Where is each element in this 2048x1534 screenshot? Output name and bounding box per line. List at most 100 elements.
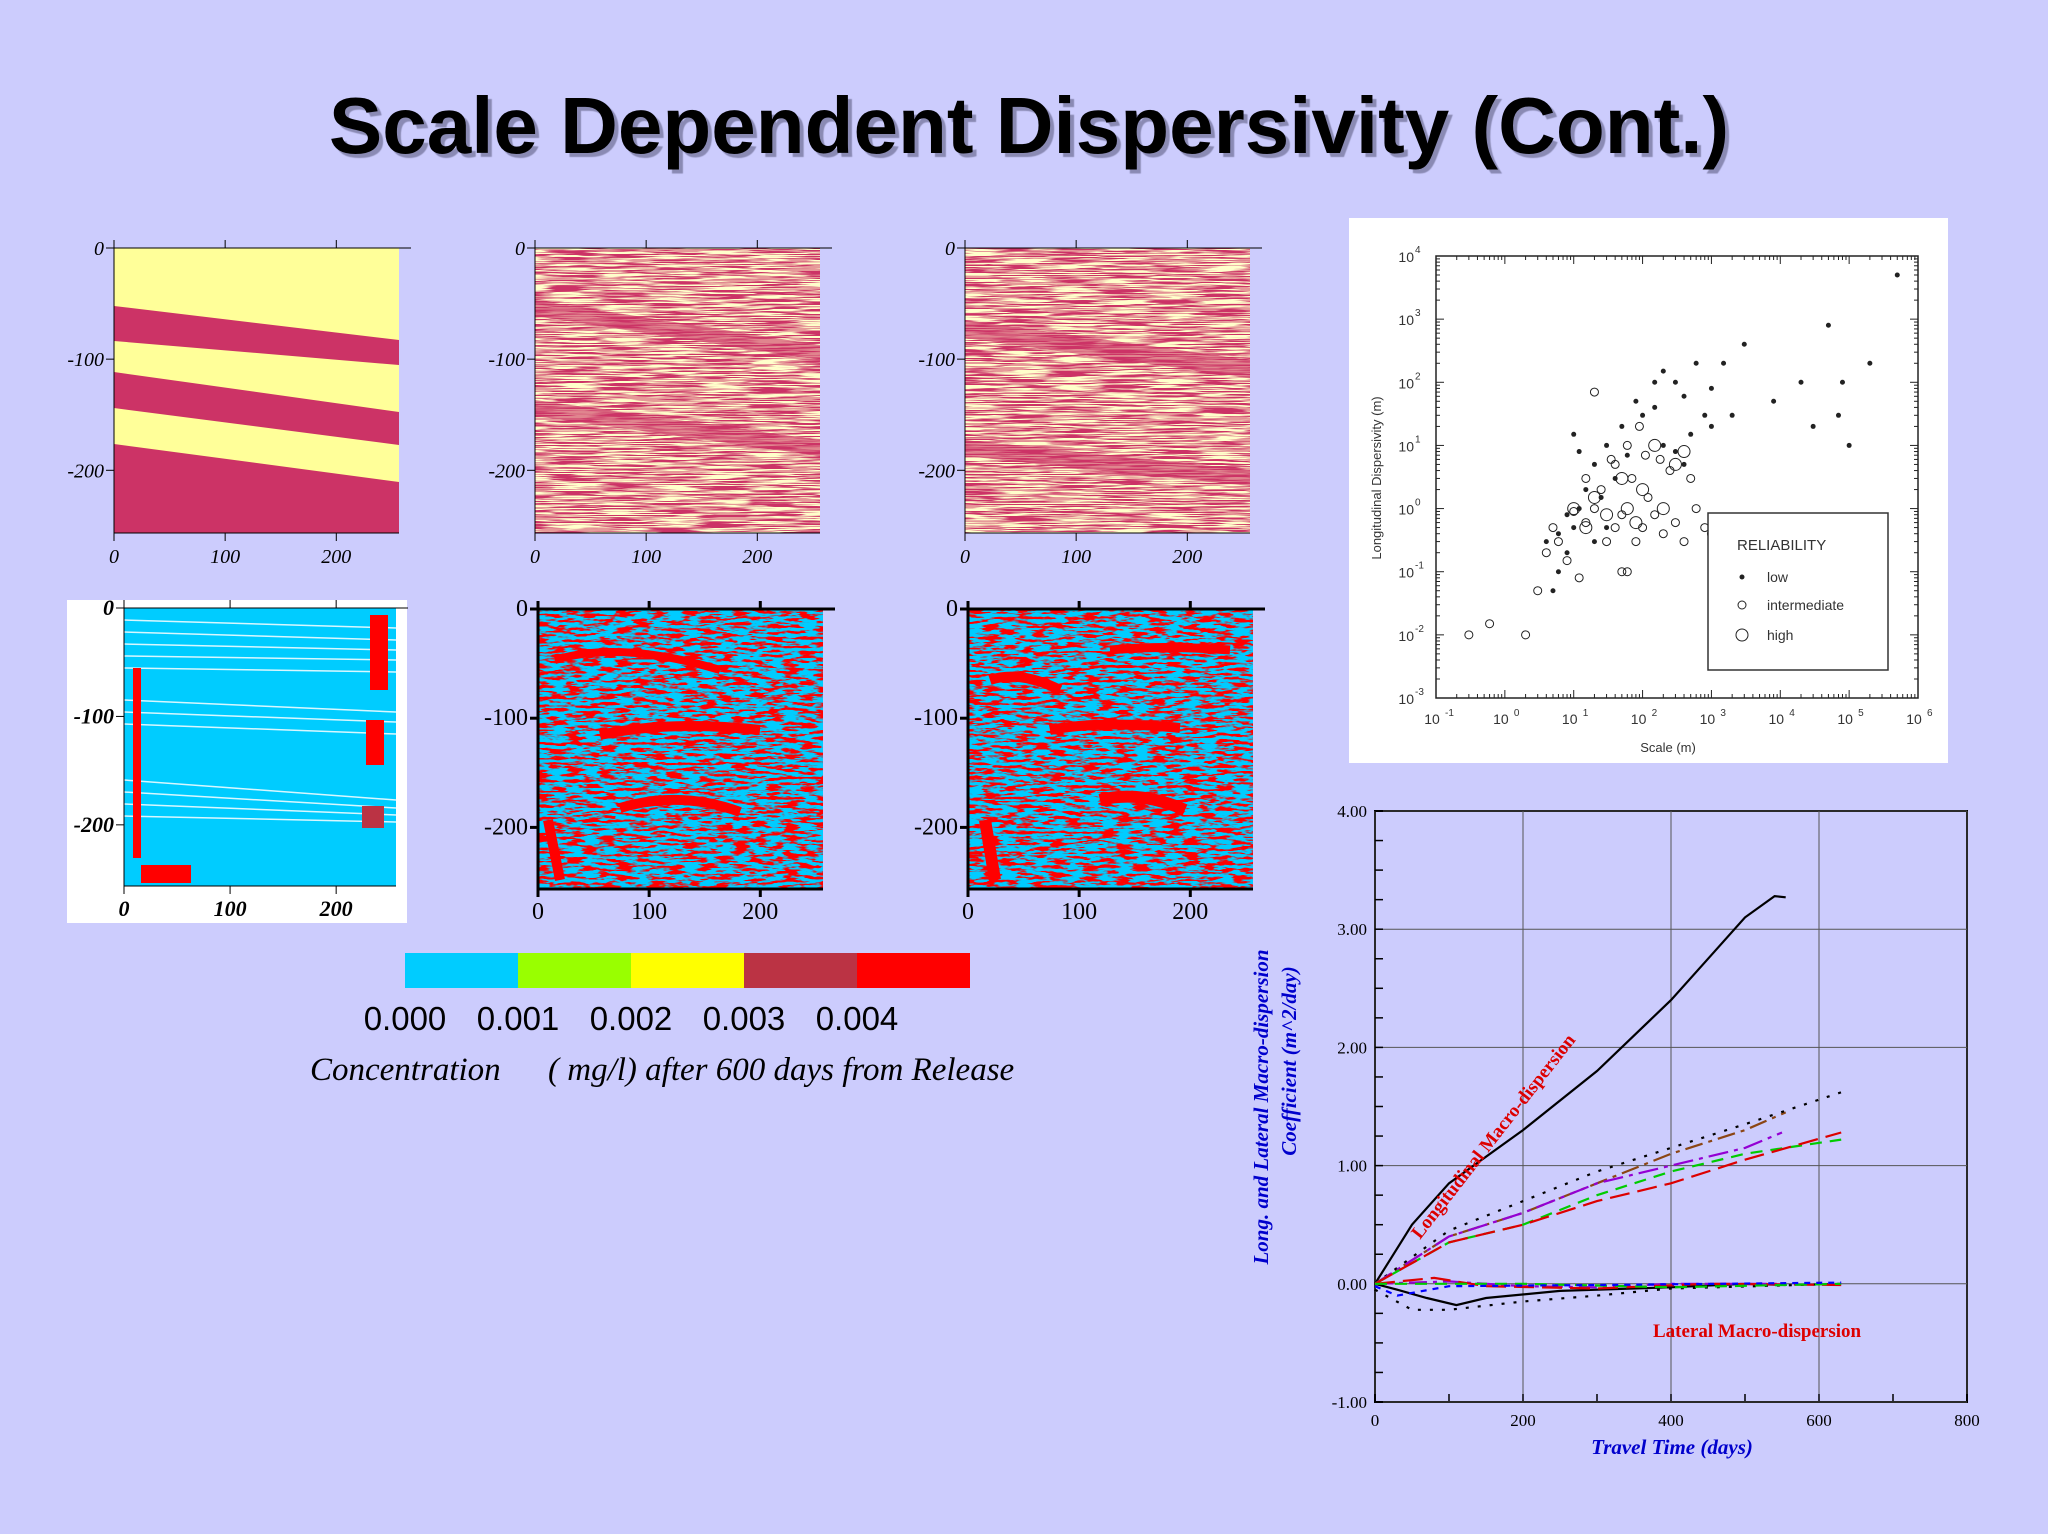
panel-y-tick-label: -100 xyxy=(484,705,528,731)
scatter-point-low xyxy=(1825,322,1831,328)
legend-intermediate-marker xyxy=(1737,600,1747,610)
panel-y-tick-label: -100 xyxy=(74,703,114,728)
scatter-point-high xyxy=(1656,502,1670,516)
scatter-x-tick-exponent: 5 xyxy=(1858,708,1864,719)
panel-x-tick-label: 100 xyxy=(1061,899,1097,925)
scatter-point-intermediate xyxy=(1596,485,1606,495)
field-panel-2 xyxy=(535,248,820,533)
scatter-point-intermediate xyxy=(1634,421,1644,431)
scatter-point-low xyxy=(1839,379,1845,385)
line-series-path xyxy=(1374,1281,1842,1297)
scatter-point-intermediate xyxy=(1553,537,1563,547)
legend-intermediate-label: intermediate xyxy=(1767,597,1844,613)
scatter-point-high xyxy=(1636,483,1650,497)
panel-axes: 0 -100 -200 0 100 200 0 -100 -200 0 100 200 0 -100 -20… xyxy=(67,238,1265,925)
scatter-ylabel: Longitudinal Dispersivity (m) xyxy=(1369,396,1384,559)
scatter-point-low xyxy=(1571,525,1577,531)
scatter-point-low xyxy=(1702,412,1708,418)
scatter-x-tick-label: 10 xyxy=(1631,711,1647,727)
scatter-point-intermediate xyxy=(1691,504,1701,514)
scatter-y-tick-label: 10 xyxy=(1398,628,1414,644)
panel-x-tick-label: 200 xyxy=(742,546,772,568)
scatter-x-tick-exponent: -1 xyxy=(1445,708,1454,719)
scatter-y-tick-exponent: -3 xyxy=(1415,687,1424,698)
panel-x-tick-label: 200 xyxy=(742,899,778,925)
scatter-point-intermediate xyxy=(1589,504,1599,514)
scatter-point-intermediate xyxy=(1686,473,1696,483)
panel-x-tick-label: 200 xyxy=(1172,899,1208,925)
scatter-y-tick-exponent: 0 xyxy=(1415,498,1421,509)
scatter-point-low xyxy=(1660,442,1666,448)
line-series-path xyxy=(1374,894,1786,1285)
scatter-x-tick-exponent: 0 xyxy=(1514,708,1520,719)
scatter-point-intermediate xyxy=(1631,537,1641,547)
panel-x-tick-label: 0 xyxy=(530,546,540,568)
line-x-tick-label: 0 xyxy=(1371,1411,1380,1430)
scatter-y-tick-label: 10 xyxy=(1398,565,1414,581)
scatter-point-low xyxy=(1583,487,1589,493)
scatter-chart: 10 -1 10 0 10 1 10 2 10 3 10 4 10 5 10 610 -310 -210 -110 0… xyxy=(1349,218,1948,763)
scatter-point-high xyxy=(1579,521,1593,535)
scatter-point-intermediate xyxy=(1622,440,1632,450)
line-y-tick-label: 1.00 xyxy=(1337,1157,1367,1176)
panel-x-tick-label: 100 xyxy=(214,896,247,921)
line-y-tick-label: 4.00 xyxy=(1337,802,1367,821)
scatter-point-high xyxy=(1677,445,1691,459)
colorbar-swatch xyxy=(857,953,970,988)
scatter-point-intermediate xyxy=(1606,454,1616,464)
scatter-point-high xyxy=(1615,471,1629,485)
scatter-point-high xyxy=(1629,516,1643,530)
colorbar-label: 0.001 xyxy=(477,1000,560,1037)
scatter-point-low xyxy=(1555,569,1561,575)
panel-x-tick-label: 100 xyxy=(210,546,240,568)
line-y-tick-label: 3.00 xyxy=(1337,920,1367,939)
scatter-axes: 10 -1 10 0 10 1 10 2 10 3 10 4 10 5 10 610 -310 -210 -110 0… xyxy=(1398,245,1933,727)
line-ylabel-line1: Long. and Lateral Macro-dispersion xyxy=(1249,949,1273,1265)
colorbar-label: 0.000 xyxy=(364,1000,447,1037)
scatter-point-low xyxy=(1708,385,1714,391)
scatter-point-low xyxy=(1598,494,1604,500)
scatter-point-high xyxy=(1668,457,1682,471)
scatter-y-tick-label: 10 xyxy=(1398,502,1414,518)
scatter-point-low xyxy=(1604,525,1610,531)
legend-low-marker xyxy=(1739,574,1745,580)
colorbar-label: 0.004 xyxy=(816,1000,899,1037)
scatter-point-low xyxy=(1633,398,1639,404)
scatter-point-low xyxy=(1693,360,1699,366)
scatter-point-intermediate xyxy=(1670,518,1680,528)
scatter-point-low xyxy=(1810,423,1816,429)
scatter-point-low xyxy=(1867,360,1873,366)
colorbar-swatch xyxy=(744,953,857,988)
scatter-point-low xyxy=(1846,442,1852,448)
panel-y-tick-label: 0 xyxy=(945,238,955,260)
legend-high-label: high xyxy=(1767,627,1793,643)
scatter-x-tick-exponent: 3 xyxy=(1720,708,1726,719)
scatter-point-low xyxy=(1681,393,1687,399)
scatter-point-intermediate xyxy=(1541,548,1551,558)
line-x-tick-label: 400 xyxy=(1658,1411,1684,1430)
scatter-x-tick-label: 10 xyxy=(1700,711,1716,727)
plume-panel-3 xyxy=(968,609,1253,889)
panel-x-tick-label: 0 xyxy=(962,899,974,925)
line-series-path xyxy=(1374,1282,1842,1311)
scatter-y-tick-label: 10 xyxy=(1398,249,1414,265)
scatter-point-intermediate xyxy=(1622,567,1632,577)
scatter-point-intermediate xyxy=(1617,567,1627,577)
panel-y-tick-label: -200 xyxy=(67,460,104,482)
scatter-point-intermediate xyxy=(1562,556,1572,566)
scatter-plot-frame xyxy=(1435,255,1919,699)
panel-y-tick-label: -100 xyxy=(67,349,104,371)
panel-y-tick-label: 0 xyxy=(946,596,958,622)
scatter-point-low xyxy=(1652,404,1658,410)
scatter-point-intermediate xyxy=(1602,537,1612,547)
scatter-point-low xyxy=(1619,423,1625,429)
scatter-point-low xyxy=(1708,423,1714,429)
scatter-y-tick-label: 10 xyxy=(1398,691,1414,707)
colorbar-caption-units: ( mg/l) after 600 days from Release xyxy=(548,1052,1014,1088)
plume-panel-2 xyxy=(538,609,823,889)
line-y-tick-label: -1.00 xyxy=(1332,1393,1367,1412)
legend-low-label: low xyxy=(1767,569,1789,585)
panel-x-tick-label: 0 xyxy=(109,546,119,568)
panel-y-tick-label: -100 xyxy=(918,349,955,371)
scatter-points xyxy=(1464,272,1900,640)
